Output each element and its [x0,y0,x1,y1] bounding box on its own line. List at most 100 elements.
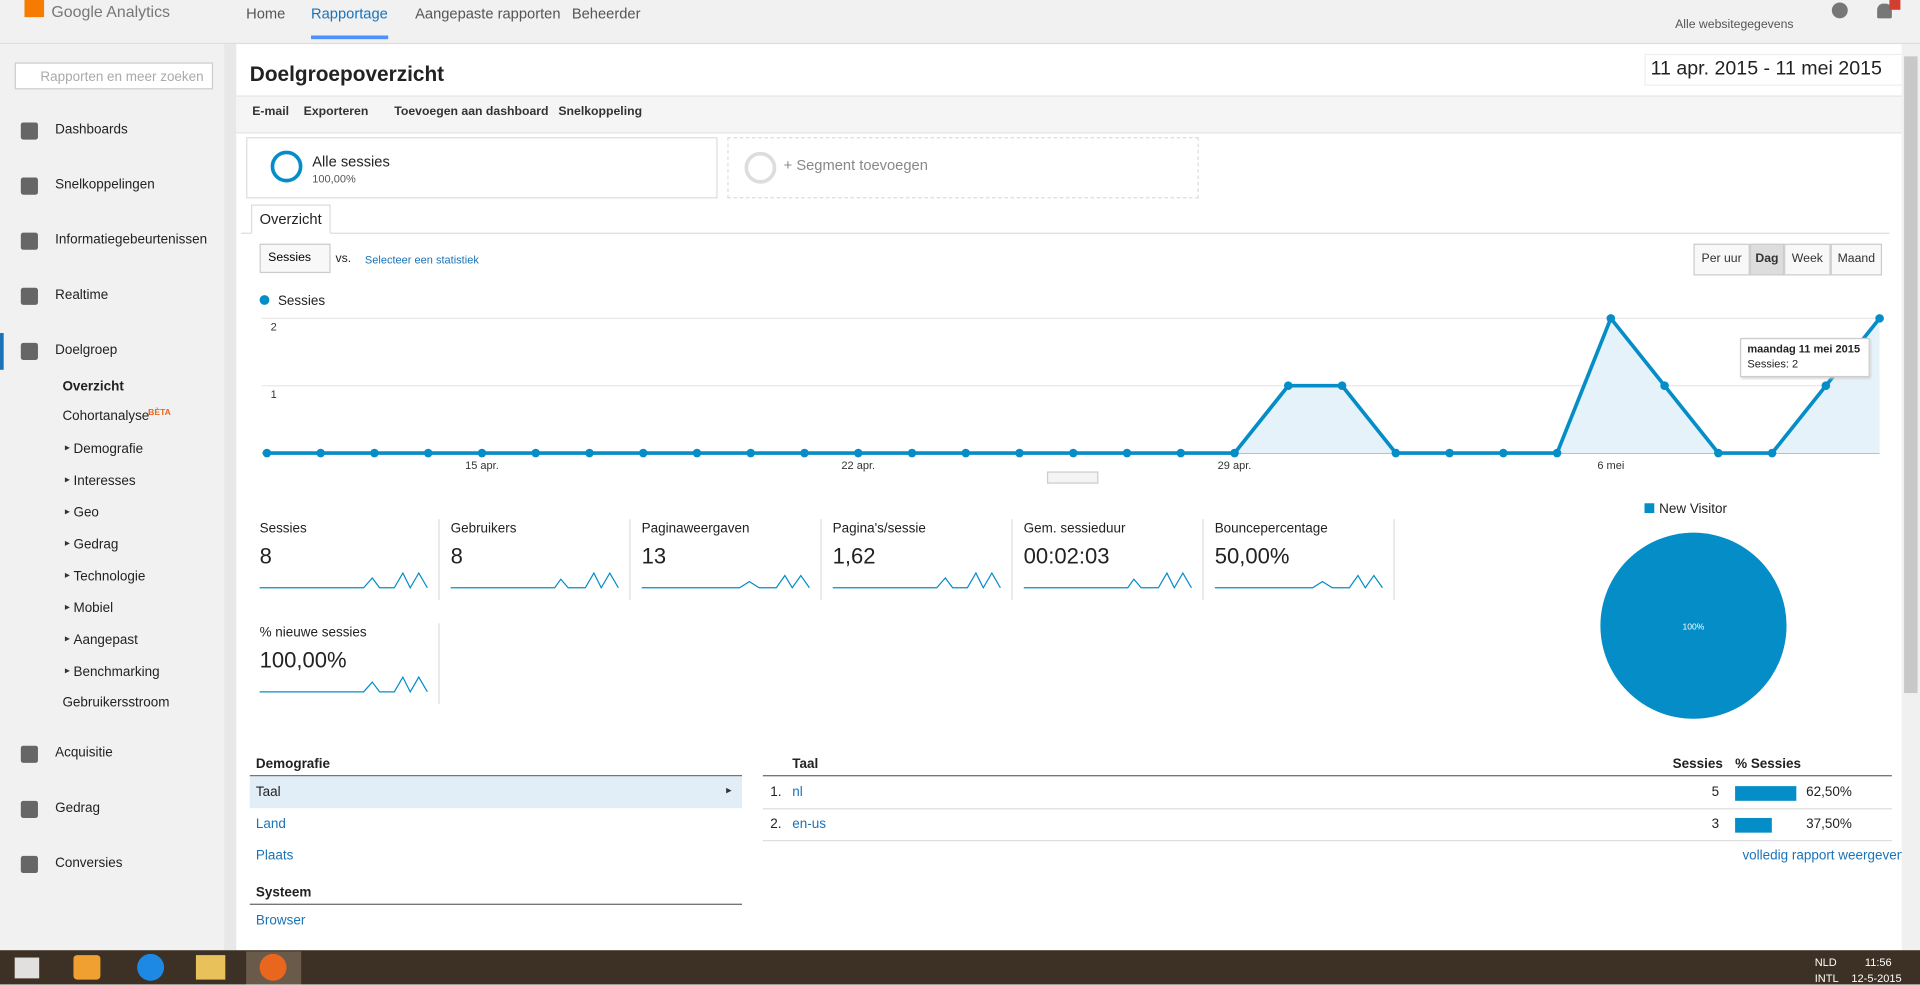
point [1337,381,1347,391]
taskbar-app[interactable] [73,955,101,980]
active-marker [0,333,4,370]
tab[interactable]: Beheerder [571,4,641,23]
full-report-link[interactable]: volledig rapport weergeven [1742,848,1905,864]
demo-item[interactable]: Land [255,816,286,832]
start-button[interactable] [14,957,40,979]
nav-item[interactable]: Dashboards [55,122,128,138]
rule [762,775,1892,777]
metric-label: Pagina's/sessie [832,521,926,537]
lang[interactable]: NLD [1814,956,1837,969]
metric-value: 00:02:03 [1023,543,1110,569]
point [1767,448,1777,458]
nav-item[interactable]: Doelgroep [55,342,118,358]
tab[interactable]: Aangepaste rapporten [415,4,561,23]
toolbar [236,95,1902,134]
point [1821,381,1831,391]
legend-swatch [1644,503,1655,514]
segment-icon [270,150,303,183]
granularity-button[interactable]: Week [1784,243,1831,276]
sparkline-line [1214,574,1383,589]
metric-divider [820,519,822,601]
date[interactable]: 12-5-2015 [1851,972,1902,985]
taskbar-app[interactable] [137,953,165,981]
nav-sub-item[interactable]: Gedrag [73,537,119,553]
metric-label: Sessies [259,521,307,537]
granularity-button[interactable]: Dag [1749,243,1785,276]
nav-sub-item[interactable]: Technologie [73,569,146,585]
y-tick-label: 2 [271,322,277,334]
point [1660,381,1669,391]
account[interactable]: Alle websitegegevens [1675,18,1794,32]
expand-arrow: ▸ [64,473,70,485]
metric-value: 13 [641,543,667,569]
arrow: ▸ [726,783,732,796]
legend-label: Sessies [278,293,325,308]
nav-icon [20,122,38,140]
nav-sub-item[interactable]: Interesses [73,473,136,489]
metric-divider [1011,519,1013,601]
tab[interactable]: Home [246,4,286,23]
toolbar-button[interactable]: Exporteren [303,105,369,119]
point [370,448,379,458]
chart-collapse[interactable] [1046,471,1099,484]
layout[interactable]: INTL [1814,972,1839,985]
nav-sub-item[interactable]: Gebruikersstroom [62,695,170,711]
select-metric[interactable]: Selecteer een statistiek [364,253,479,266]
nav-sub-item[interactable]: Benchmarking [73,664,160,680]
nav-item[interactable]: Realtime [55,287,109,303]
point [1606,314,1616,323]
tab[interactable]: Overzicht [251,204,331,234]
sparkline [832,571,1001,590]
column-header: % Sessies [1735,756,1802,772]
point [746,448,756,458]
demo-item[interactable]: Plaats [255,848,294,864]
granularity-button[interactable]: Per uur [1693,243,1750,276]
beta-badge: BÈTA [148,408,171,418]
sidebar-toggle[interactable] [224,44,237,951]
nav-sub-item[interactable]: Demografie [73,442,144,457]
point [316,448,325,458]
point [1552,448,1562,458]
granularity-button[interactable]: Maand [1830,243,1883,276]
segment-share: 100,00% [312,172,356,185]
nav-item[interactable]: Gedrag [55,800,101,816]
settings-icon[interactable] [1831,2,1848,19]
expand-arrow: ▸ [64,505,70,517]
nav-item[interactable]: Conversies [55,855,123,871]
add-segment[interactable] [727,137,1199,199]
column-header: Taal [792,756,819,772]
sidebar [0,44,225,951]
bell-icon[interactable] [1877,3,1892,19]
nav-sub-item[interactable]: Geo [73,505,99,521]
expand-arrow: ▸ [64,601,70,613]
row-name[interactable]: en-us [792,816,826,832]
nav-item[interactable]: Acquisitie [55,745,113,761]
clock[interactable]: 11:56 [1864,956,1892,969]
metric-divider [438,519,440,601]
nav-item[interactable]: Snelkoppelingen [55,177,155,193]
date-range[interactable]: 11 apr. 2015 - 11 mei 2015 [1644,53,1913,86]
segment[interactable] [246,137,718,199]
tab-active[interactable]: Rapportage [311,5,388,40]
sparkline-line [259,675,428,694]
scroll-thumb[interactable] [1904,56,1918,694]
taskbar-app[interactable] [195,955,226,980]
metric-value: 50,00% [1214,543,1290,569]
toolbar-button[interactable]: E-mail [252,105,289,119]
nav-sub-item[interactable]: Overzicht [62,379,124,395]
add-segment-label[interactable]: + Segment toevoegen [783,156,928,174]
nav-item[interactable]: Informatiegebeurtenissen [55,232,208,248]
sparkline-line [259,571,428,590]
demo-item[interactable]: Taal [255,784,281,800]
row-name[interactable]: nl [792,784,803,800]
search[interactable]: Rapporten en meer zoeken [14,62,214,90]
toolbar-button[interactable]: Snelkoppeling [558,105,643,119]
demo-item[interactable]: Browser [255,913,306,929]
nav-sub-item[interactable]: Cohortanalyse [62,408,150,424]
nav-sub-item[interactable]: Mobiel [73,601,114,616]
line-chart: Sessies 1 2 15 apr. 22 apr. 29 apr. 6 mei [259,293,1884,472]
toolbar-button[interactable]: Toevoegen aan dashboard [394,105,549,119]
nav-sub-item[interactable]: Aangepast [73,633,138,648]
metric-select[interactable]: Sessies [259,243,331,274]
